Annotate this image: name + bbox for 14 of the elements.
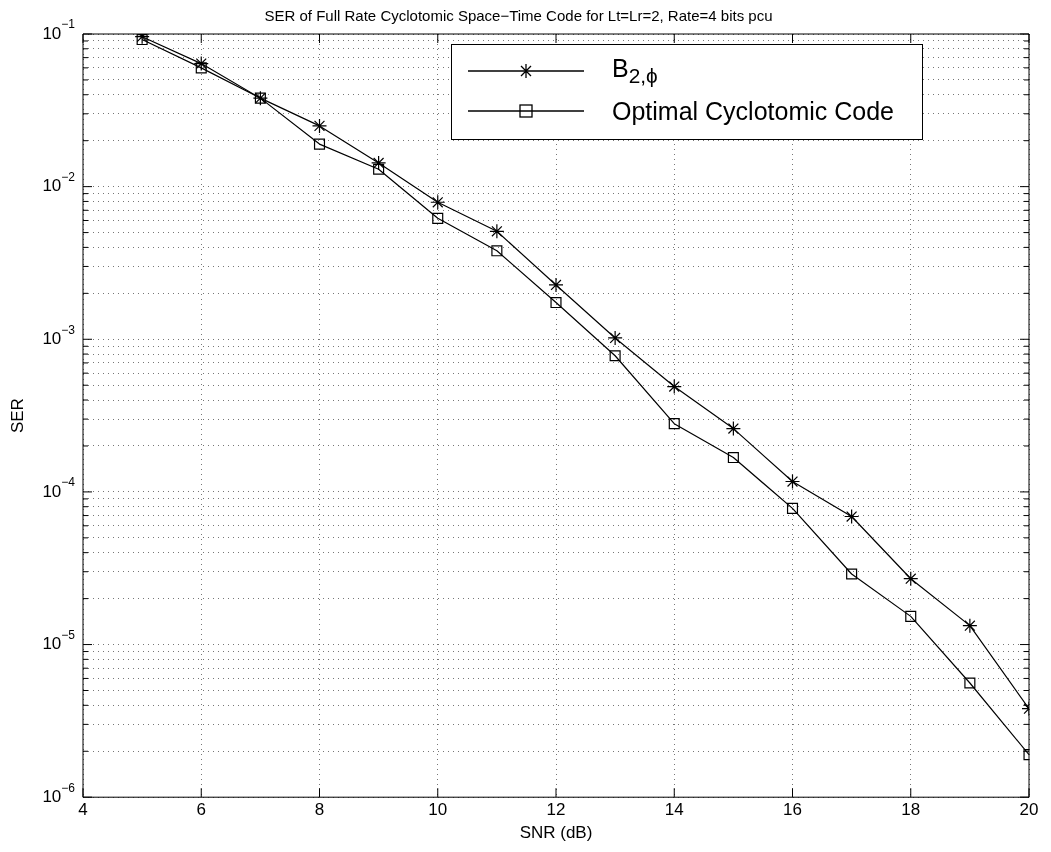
x-tick-label: 8: [314, 800, 325, 820]
x-tick-label: 4: [78, 800, 88, 820]
x-tick-label: 14: [664, 800, 684, 820]
y-axis-title: SER: [7, 398, 27, 434]
x-tick-label: 20: [1019, 800, 1039, 820]
x-tick-label: 12: [546, 800, 566, 820]
x-tick-label: 16: [783, 800, 802, 820]
legend-label: B$_{2,ϕ}$: [611, 54, 658, 88]
chart-title: SER of Full Rate Cyclotomic Space−Time Code for Lt=Lr=2, Rate=4 bits pcu: [264, 7, 773, 25]
legend-label: Optimal Cyclotomic Code: [611, 96, 894, 126]
x-axis-title: SNR (dB): [519, 823, 593, 843]
x-tick-label: 18: [901, 800, 921, 820]
x-tick-label: 10: [428, 800, 448, 820]
x-tick-label: 6: [196, 800, 206, 820]
